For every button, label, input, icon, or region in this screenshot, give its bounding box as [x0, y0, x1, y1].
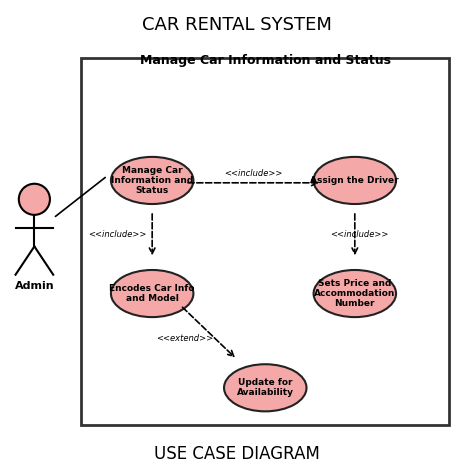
Ellipse shape	[111, 157, 193, 204]
Ellipse shape	[314, 270, 396, 317]
Text: <<extend>>: <<extend>>	[156, 334, 214, 343]
Text: Encodes Car Info
and Model: Encodes Car Info and Model	[109, 284, 195, 303]
Circle shape	[19, 184, 50, 215]
Ellipse shape	[224, 364, 307, 411]
Ellipse shape	[111, 270, 193, 317]
Text: USE CASE DIAGRAM: USE CASE DIAGRAM	[154, 445, 320, 463]
Text: Admin: Admin	[15, 282, 54, 292]
Text: <<include>>: <<include>>	[224, 169, 283, 178]
FancyBboxPatch shape	[82, 58, 449, 426]
Text: Manage Car
Information and
Status: Manage Car Information and Status	[111, 165, 193, 195]
Text: Assign the Driver: Assign the Driver	[310, 176, 399, 185]
Text: Manage Car Information and Status: Manage Car Information and Status	[140, 54, 391, 67]
Text: Update for
Availability: Update for Availability	[237, 378, 294, 398]
Text: <<include>>: <<include>>	[88, 230, 146, 239]
Ellipse shape	[314, 157, 396, 204]
Text: Sets Price and
Accommodation
Number: Sets Price and Accommodation Number	[314, 279, 395, 309]
Text: CAR RENTAL SYSTEM: CAR RENTAL SYSTEM	[142, 16, 332, 34]
Text: <<include>>: <<include>>	[330, 230, 389, 239]
